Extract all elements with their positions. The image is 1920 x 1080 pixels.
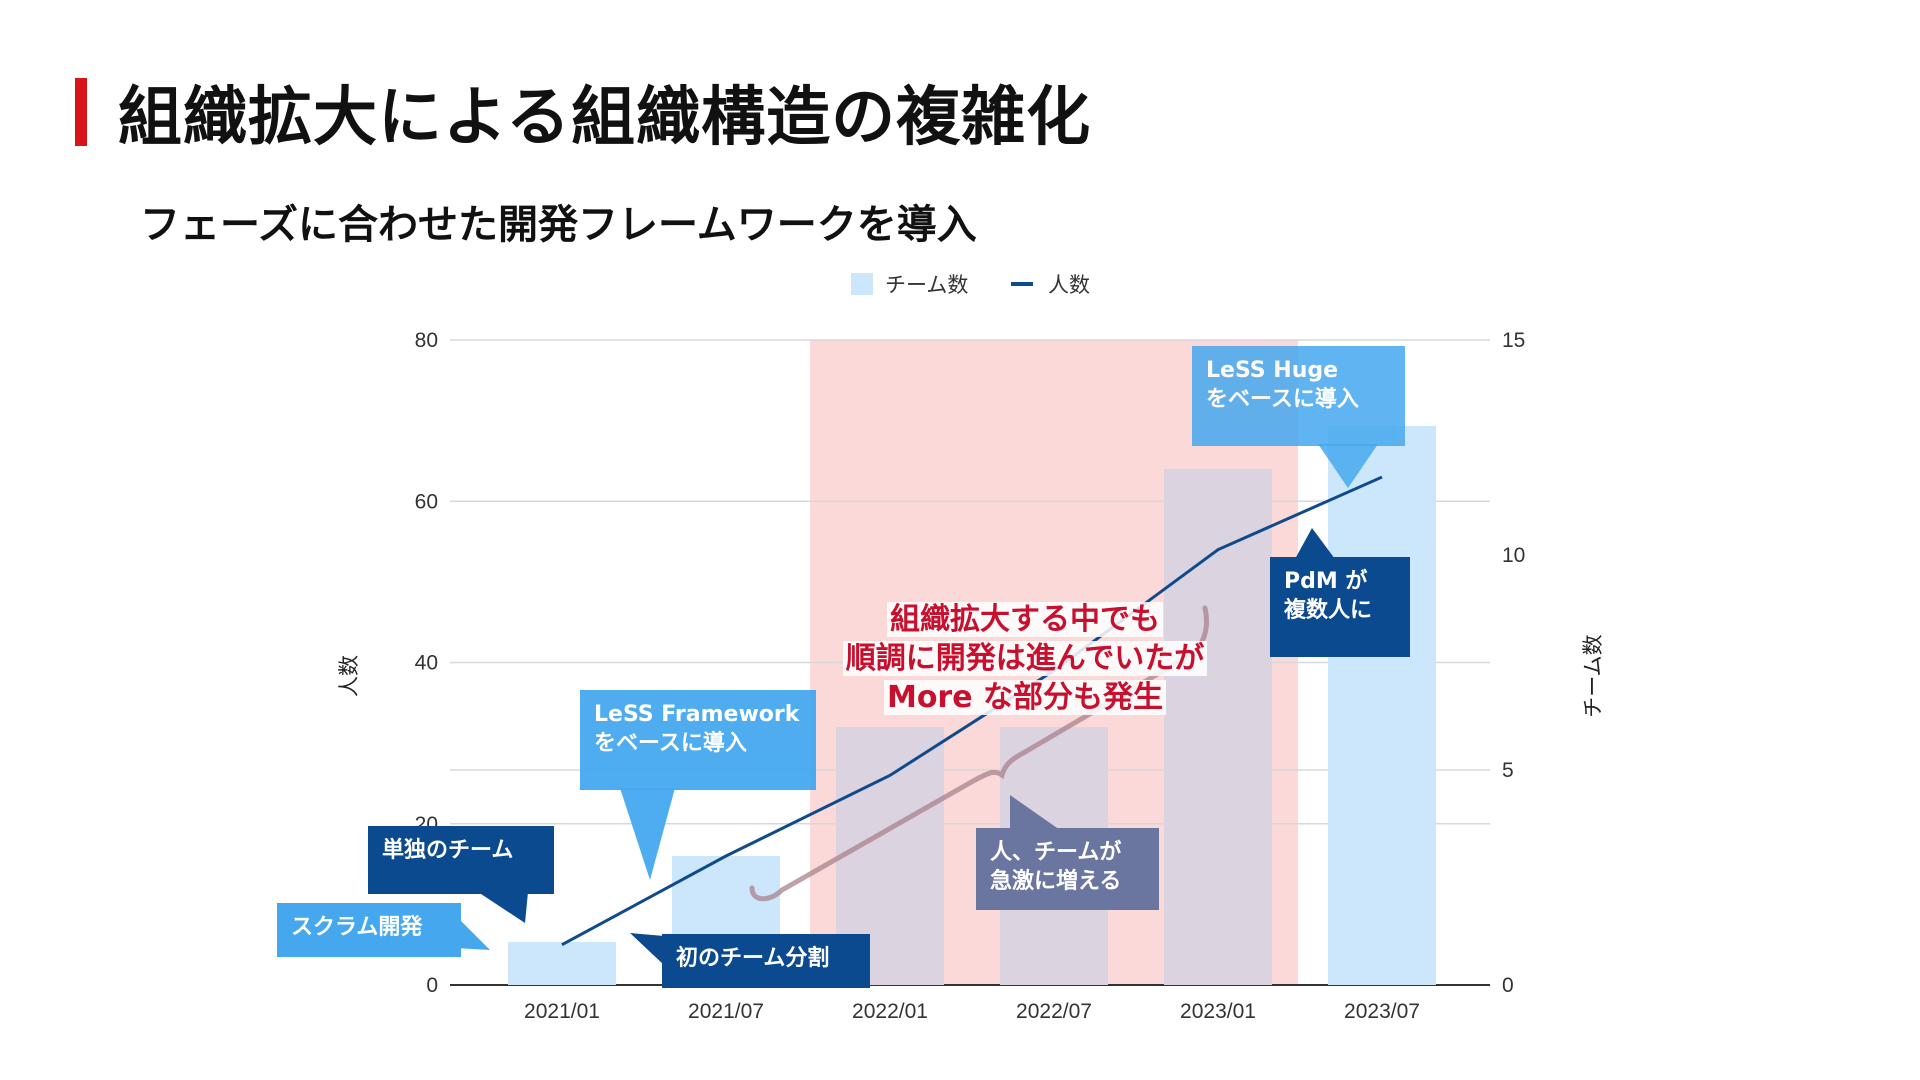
callout-pdm-text: PdM が	[1284, 569, 1368, 594]
bar-team-count	[508, 942, 616, 985]
y-tick-right: 5	[1502, 759, 1514, 782]
line-headcount	[561, 475, 1383, 947]
callout-first-split-tail	[630, 933, 664, 965]
callout-first-split-text: 初のチーム分割	[676, 946, 830, 971]
y-tick-left: 60	[415, 490, 438, 513]
y-axis-title-right: チーム数	[1581, 634, 1605, 717]
y-tick-left: 40	[415, 652, 438, 675]
callout-less-huge-text: LeSS Huge	[1206, 358, 1339, 383]
y-axis-title-left: 人数	[337, 655, 361, 697]
observation-annotation: 組織拡大する中でも 順調に開発は進んでいたが More な部分も発生	[820, 600, 1230, 717]
x-tick-label: 2022/07	[1016, 1000, 1092, 1023]
callout-less-framework-text: をベースに導入	[594, 731, 747, 756]
callout-rapid-growth-tail	[1010, 795, 1060, 830]
callout-pdm-tail	[1295, 528, 1335, 559]
annotation-line: 組織拡大する中でも	[820, 600, 1230, 639]
callout-scrum: スクラム開発	[277, 903, 461, 957]
y-tick-right: 0	[1502, 974, 1514, 997]
y-tick-right: 10	[1502, 544, 1525, 567]
callout-less-framework-tail	[620, 788, 675, 880]
callout-single-team: 単独のチーム	[368, 826, 554, 894]
x-tick-label: 2023/07	[1344, 1000, 1420, 1023]
annotation-line: 順調に開発は進んでいたが	[820, 639, 1230, 678]
callout-single-team-text: 単独のチーム	[382, 838, 514, 863]
callout-rapid-growth: 人、チームが 急激に増える	[976, 828, 1159, 910]
legend-label: チーム数	[885, 273, 968, 297]
legend-label: 人数	[1048, 273, 1090, 297]
y-tick-left: 80	[415, 329, 438, 352]
callout-less-huge-tail	[1318, 444, 1378, 488]
bar-team-count	[1328, 426, 1436, 985]
callout-rapid-growth-text: 人、チームが	[990, 840, 1122, 865]
callout-less-huge: LeSS Huge をベースに導入	[1192, 346, 1405, 446]
x-tick-label: 2021/07	[688, 1000, 764, 1023]
title-accent-bar	[75, 78, 87, 146]
x-tick-label: 2023/01	[1180, 1000, 1256, 1023]
legend-swatch-bar	[851, 273, 873, 295]
callout-less-framework-text: LeSS Framework	[594, 702, 800, 727]
callout-pdm: PdM が複数人に	[1270, 557, 1410, 657]
callout-scrum-text: スクラム開発	[291, 915, 423, 940]
callout-first-split: 初のチーム分割	[662, 934, 870, 988]
callout-scrum-tail	[455, 915, 490, 950]
page-subtitle: フェーズに合わせた開発フレームワークを導入	[140, 202, 977, 248]
x-tick-label: 2021/01	[524, 1000, 600, 1023]
y-tick-right: 15	[1502, 329, 1525, 352]
page-title: 組織拡大による組織構造の複雑化	[118, 81, 1092, 155]
bar-team-count	[1164, 469, 1272, 985]
callout-pdm-text: 複数人に	[1284, 598, 1373, 623]
x-tick-label: 2022/01	[852, 1000, 928, 1023]
callout-single-team-tail	[478, 892, 528, 923]
callout-less-framework: LeSS Framework をベースに導入	[580, 690, 816, 790]
annotation-line: More な部分も発生	[820, 678, 1230, 717]
y-tick-left: 0	[426, 974, 438, 997]
callout-rapid-growth-text: 急激に増える	[990, 869, 1122, 894]
callout-less-huge-text: をベースに導入	[1206, 387, 1359, 412]
